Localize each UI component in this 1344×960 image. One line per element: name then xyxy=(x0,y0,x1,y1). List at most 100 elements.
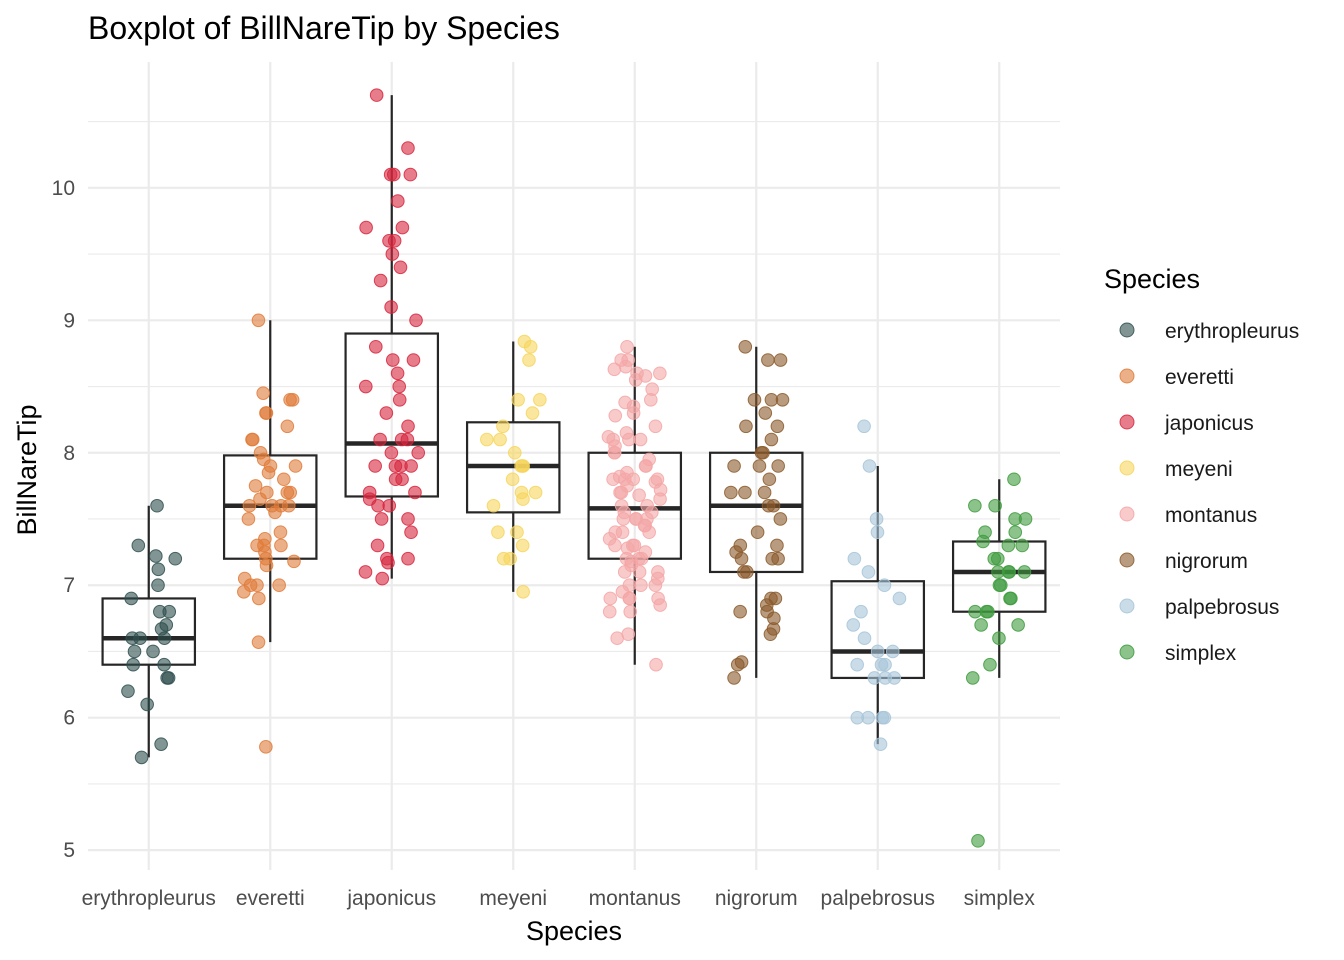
data-point xyxy=(386,167,401,182)
data-point xyxy=(241,512,256,526)
data-point xyxy=(401,419,415,434)
data-point xyxy=(626,406,641,420)
box-meyeni xyxy=(465,341,561,592)
data-point xyxy=(857,631,872,645)
legend-label: erythropleurus xyxy=(1165,320,1299,343)
data-point xyxy=(253,492,267,506)
box-iqr xyxy=(101,597,197,666)
data-point xyxy=(373,432,387,447)
data-point xyxy=(738,339,753,354)
data-point xyxy=(359,220,373,235)
data-point xyxy=(516,585,530,599)
legend: Species erythropleurus everetti japonicus m… xyxy=(1104,264,1299,665)
data-point xyxy=(606,472,620,487)
data-point xyxy=(368,339,383,354)
data-point xyxy=(608,538,622,553)
data-point xyxy=(870,525,885,540)
data-point xyxy=(404,459,418,473)
data-point xyxy=(1008,525,1023,540)
data-point xyxy=(368,459,382,473)
data-point xyxy=(757,485,772,500)
data-point xyxy=(409,313,423,328)
data-point xyxy=(634,578,648,593)
data-point xyxy=(620,339,634,354)
data-point xyxy=(874,657,889,672)
data-point xyxy=(653,366,667,381)
data-point xyxy=(773,512,788,526)
data-point xyxy=(869,512,884,526)
legend-label: nigrorum xyxy=(1165,550,1248,573)
data-point xyxy=(747,392,762,407)
points-everetti xyxy=(237,313,303,754)
data-point xyxy=(752,459,767,473)
data-point xyxy=(988,498,1002,513)
legend-swatch xyxy=(1119,414,1135,430)
data-point xyxy=(616,512,631,526)
data-point xyxy=(516,492,530,506)
data-point xyxy=(486,498,501,513)
data-point xyxy=(992,578,1007,593)
y-tick-label: 7 xyxy=(63,574,75,597)
data-point xyxy=(1017,565,1032,579)
legend-label: simplex xyxy=(1165,642,1237,665)
data-point xyxy=(638,459,653,473)
legend-label: meyeni xyxy=(1165,458,1233,481)
data-point xyxy=(157,631,172,645)
data-point xyxy=(259,740,273,754)
points-japonicus xyxy=(358,88,426,586)
data-point xyxy=(643,392,658,407)
data-point xyxy=(764,392,779,407)
data-point xyxy=(287,554,301,569)
data-point xyxy=(850,657,864,672)
data-point xyxy=(400,432,415,447)
data-point xyxy=(358,379,373,394)
data-point xyxy=(992,631,1006,645)
y-tick-label: 10 xyxy=(52,177,75,200)
legend-item-montanus: montanus xyxy=(1119,504,1257,527)
data-point xyxy=(878,671,893,685)
points-montanus xyxy=(601,339,668,672)
data-point xyxy=(370,538,385,553)
legend-swatch xyxy=(1119,644,1135,660)
data-point xyxy=(734,551,749,566)
data-point xyxy=(511,392,525,407)
data-point xyxy=(149,549,163,563)
data-point xyxy=(608,408,623,423)
data-point xyxy=(618,359,633,374)
data-point xyxy=(371,498,385,513)
data-point xyxy=(496,419,510,434)
points-meyeni xyxy=(480,334,547,599)
x-tick-label: everetti xyxy=(236,887,305,910)
y-tick-label: 6 xyxy=(63,707,75,730)
legend-label: montanus xyxy=(1165,504,1257,527)
data-point xyxy=(846,618,861,632)
data-point xyxy=(395,220,410,235)
data-point xyxy=(401,551,415,566)
data-point xyxy=(375,571,390,586)
data-point xyxy=(976,534,990,549)
data-point xyxy=(401,512,415,526)
legend-item-meyeni: meyeni xyxy=(1119,458,1233,481)
data-point xyxy=(764,432,779,447)
legend-swatch xyxy=(1119,322,1135,338)
data-point xyxy=(259,558,274,573)
data-point xyxy=(126,657,140,672)
data-point xyxy=(622,591,637,606)
data-point xyxy=(496,551,511,566)
data-point xyxy=(648,578,663,593)
x-tick-label: montanus xyxy=(589,887,681,910)
data-point xyxy=(523,339,538,354)
data-point xyxy=(522,353,536,367)
data-point xyxy=(739,565,754,579)
data-point xyxy=(974,618,988,632)
data-point xyxy=(252,591,266,606)
data-point xyxy=(1002,565,1016,579)
data-point xyxy=(384,445,399,460)
y-tick-label: 8 xyxy=(63,442,75,465)
data-point xyxy=(861,565,876,579)
data-point xyxy=(121,684,135,698)
data-point xyxy=(758,406,773,420)
data-point xyxy=(507,445,522,460)
data-point xyxy=(971,834,985,848)
data-point xyxy=(515,538,530,553)
